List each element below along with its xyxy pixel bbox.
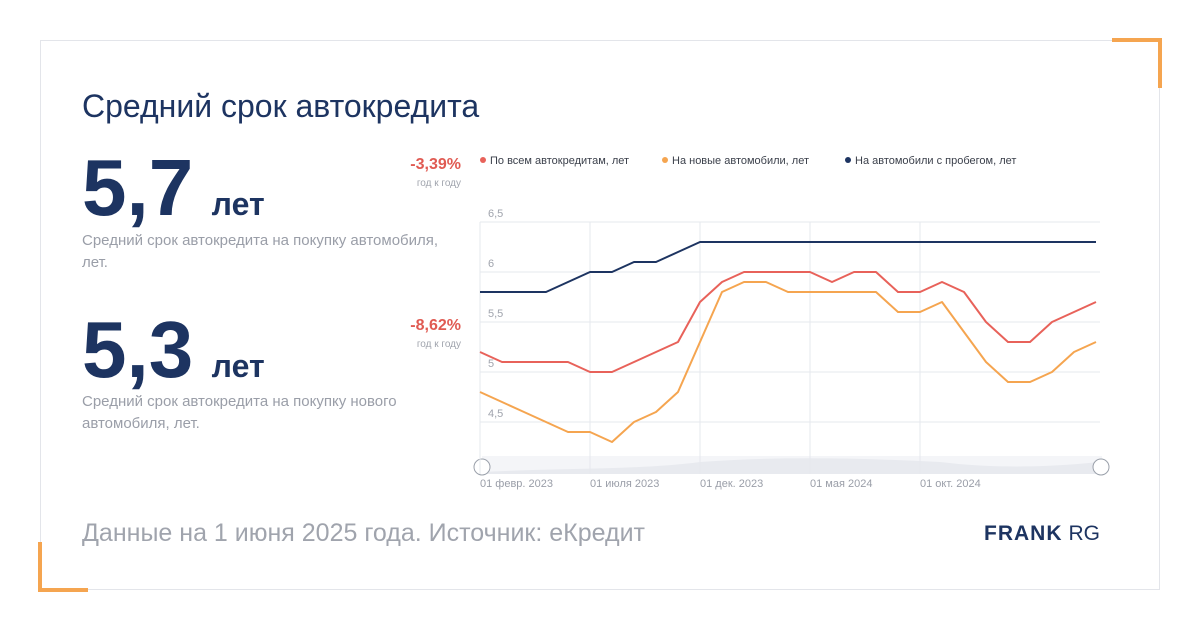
legend-marker — [662, 157, 668, 163]
footer-note: Данные на 1 июня 2025 года. Источник: еК… — [82, 519, 646, 547]
brand-bold: FRANK — [984, 522, 1063, 545]
legend-label: На автомобили с пробегом, лет — [855, 155, 1016, 167]
stat-unit: лет — [211, 186, 265, 222]
y-tick-label: 6,5 — [488, 208, 503, 220]
stat-change-note: год к году — [416, 178, 461, 189]
legend-label: По всем автокредитам, лет — [490, 155, 629, 167]
corner-accent — [1112, 38, 1162, 88]
zoom-preview — [482, 458, 1100, 474]
x-tick-label: 01 дек. 2023 — [700, 478, 763, 490]
stat-change: -8,62% — [410, 317, 461, 334]
page-title: Средний срок автокредита — [82, 88, 479, 124]
corner-accent — [38, 542, 88, 592]
y-tick-label: 6 — [488, 258, 494, 270]
brand-light: RG — [1069, 522, 1101, 545]
brand-logo: FRANK RG — [984, 522, 1100, 545]
frame — [40, 40, 1160, 590]
stat-change: -3,39% — [410, 156, 461, 173]
legend-label: На новые автомобили, лет — [672, 155, 809, 167]
x-tick-label: 01 февр. 2023 — [480, 478, 553, 490]
series-line — [479, 281, 1097, 443]
legend-marker — [480, 157, 486, 163]
stat-unit: лет — [211, 348, 265, 384]
y-tick-label: 5,5 — [488, 308, 503, 320]
y-tick-label: 5 — [488, 358, 494, 370]
zoom-handle[interactable] — [473, 458, 491, 476]
zoom-handle[interactable] — [1092, 458, 1110, 476]
x-tick-label: 01 окт. 2024 — [920, 478, 981, 490]
stat-change-note: год к году — [416, 339, 461, 350]
x-tick-label: 01 июля 2023 — [590, 478, 659, 490]
series-line — [480, 241, 1096, 293]
x-tick-label: 01 мая 2024 — [810, 478, 872, 490]
y-tick-label: 4,5 — [488, 408, 503, 420]
stat-block: 5,7 лет — [82, 148, 265, 228]
stat-description: Средний срок автокредита на покупку ново… — [82, 393, 397, 432]
series-line — [479, 271, 1097, 373]
stat-value: 5,3 — [82, 305, 194, 394]
legend-marker — [845, 157, 851, 163]
stat-description: Средний срок автокредита на покупку авто… — [82, 232, 439, 271]
stat-value: 5,7 — [82, 143, 194, 232]
stat-block: 5,3 лет — [82, 310, 265, 390]
